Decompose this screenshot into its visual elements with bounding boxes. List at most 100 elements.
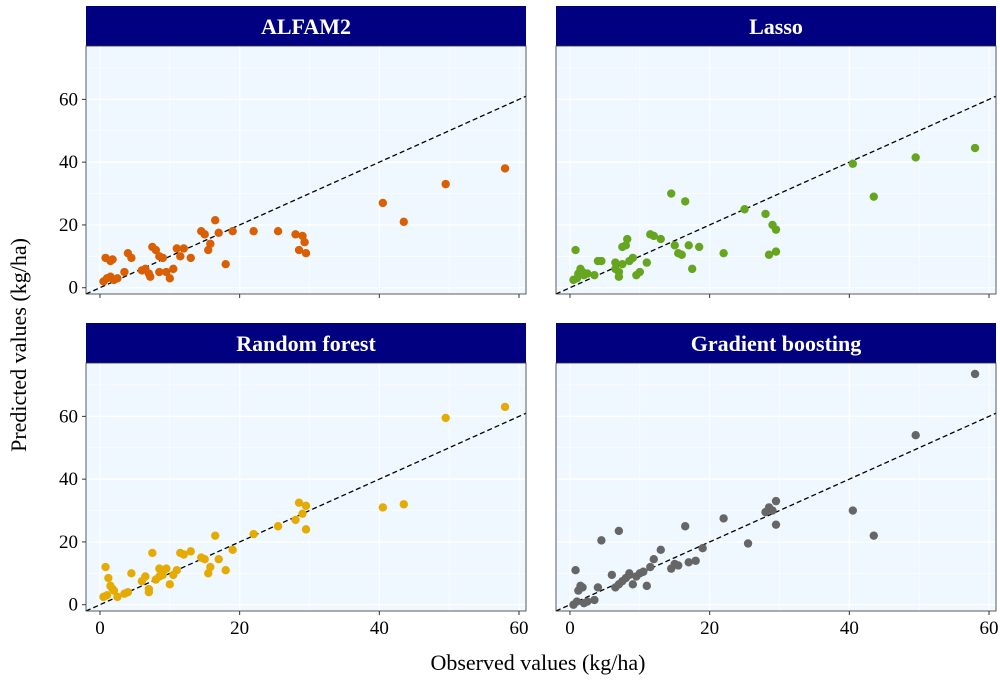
data-point <box>291 230 300 239</box>
data-point <box>649 555 658 564</box>
data-point <box>158 253 168 263</box>
data-point <box>399 217 408 226</box>
data-point <box>101 562 110 572</box>
x-tick-label: 20 <box>230 618 249 639</box>
data-point <box>500 402 510 412</box>
data-point <box>768 506 777 515</box>
data-point <box>378 198 388 208</box>
data-point <box>441 413 450 423</box>
data-point <box>206 562 215 572</box>
data-point <box>214 228 223 237</box>
data-point <box>911 431 920 440</box>
data-point <box>378 503 388 512</box>
panel-random-forest: Random forest 0 20 40 60 0 20 40 60 <box>59 323 529 639</box>
data-point <box>656 545 665 554</box>
data-point <box>698 544 707 553</box>
data-point <box>618 259 627 269</box>
panel-border <box>85 362 527 612</box>
reference-line <box>86 95 526 294</box>
data-point <box>151 245 161 255</box>
data-point <box>740 205 749 214</box>
data-point <box>301 248 311 258</box>
y-tick-label: 20 <box>59 532 78 553</box>
data-point <box>667 189 676 198</box>
data-point <box>694 242 704 252</box>
data-point <box>578 583 587 592</box>
data-point <box>611 258 620 267</box>
panel-border <box>85 45 527 295</box>
data-point <box>113 592 122 602</box>
data-point <box>970 143 980 153</box>
data-point <box>298 509 307 518</box>
data-point <box>583 269 592 278</box>
data-point <box>109 586 119 595</box>
data-point <box>743 539 753 548</box>
y-tick-label: 40 <box>59 469 78 490</box>
panel-alfam2: ALFAM2 0 20 40 60 <box>59 6 527 299</box>
data-point <box>614 526 624 536</box>
panel-title: Random forest <box>236 331 376 356</box>
panel-border <box>555 362 997 612</box>
data-point <box>294 245 304 255</box>
x-axis-title: Observed values (kg/ha) <box>430 650 645 675</box>
data-point <box>102 591 112 600</box>
data-point <box>500 164 510 173</box>
data-point <box>214 555 223 564</box>
panel-title: Lasso <box>749 14 803 39</box>
data-point <box>646 562 655 572</box>
data-point <box>146 272 155 281</box>
data-point <box>684 558 693 567</box>
data-point <box>677 250 686 259</box>
data-point <box>301 501 311 511</box>
data-point <box>761 209 770 219</box>
panel-background <box>556 46 996 294</box>
data-point <box>162 267 171 277</box>
panel-strip <box>86 6 526 46</box>
data-point <box>571 245 580 255</box>
data-point <box>628 253 638 263</box>
y-tick-label: 60 <box>59 89 78 110</box>
data-point <box>911 153 920 162</box>
data-point <box>681 522 690 531</box>
panel-strip <box>86 323 526 363</box>
data-point <box>172 244 181 253</box>
y-tick-label: 0 <box>69 278 79 299</box>
data-point <box>162 564 171 573</box>
data-point <box>141 572 150 581</box>
data-point <box>249 529 258 539</box>
panel-background <box>86 363 526 611</box>
data-point <box>572 597 582 606</box>
data-point <box>684 241 693 250</box>
data-point <box>642 258 651 267</box>
data-point <box>200 230 209 239</box>
data-point <box>158 570 168 580</box>
data-point <box>108 255 117 264</box>
panel-strip <box>556 323 996 363</box>
x-tick-label: 0 <box>565 618 575 639</box>
data-point <box>597 536 606 545</box>
data-point <box>441 179 450 189</box>
data-point <box>771 520 781 529</box>
panel-background <box>556 363 996 611</box>
data-point <box>670 241 679 250</box>
data-point <box>590 595 599 605</box>
data-point <box>764 250 774 259</box>
data-point <box>635 267 645 277</box>
panel-border <box>555 45 997 295</box>
data-point <box>869 192 878 201</box>
data-point <box>399 500 408 509</box>
data-point <box>211 216 220 225</box>
data-point <box>113 274 122 283</box>
data-point <box>211 531 220 540</box>
data-point <box>590 270 599 280</box>
data-point <box>625 569 634 578</box>
x-tick-label: 60 <box>510 618 529 639</box>
data-point <box>593 583 603 592</box>
data-point <box>649 231 658 241</box>
data-point <box>681 197 690 206</box>
data-point <box>169 264 178 274</box>
data-point <box>623 234 632 244</box>
x-tick-label: 40 <box>840 618 859 639</box>
data-point <box>869 531 878 540</box>
